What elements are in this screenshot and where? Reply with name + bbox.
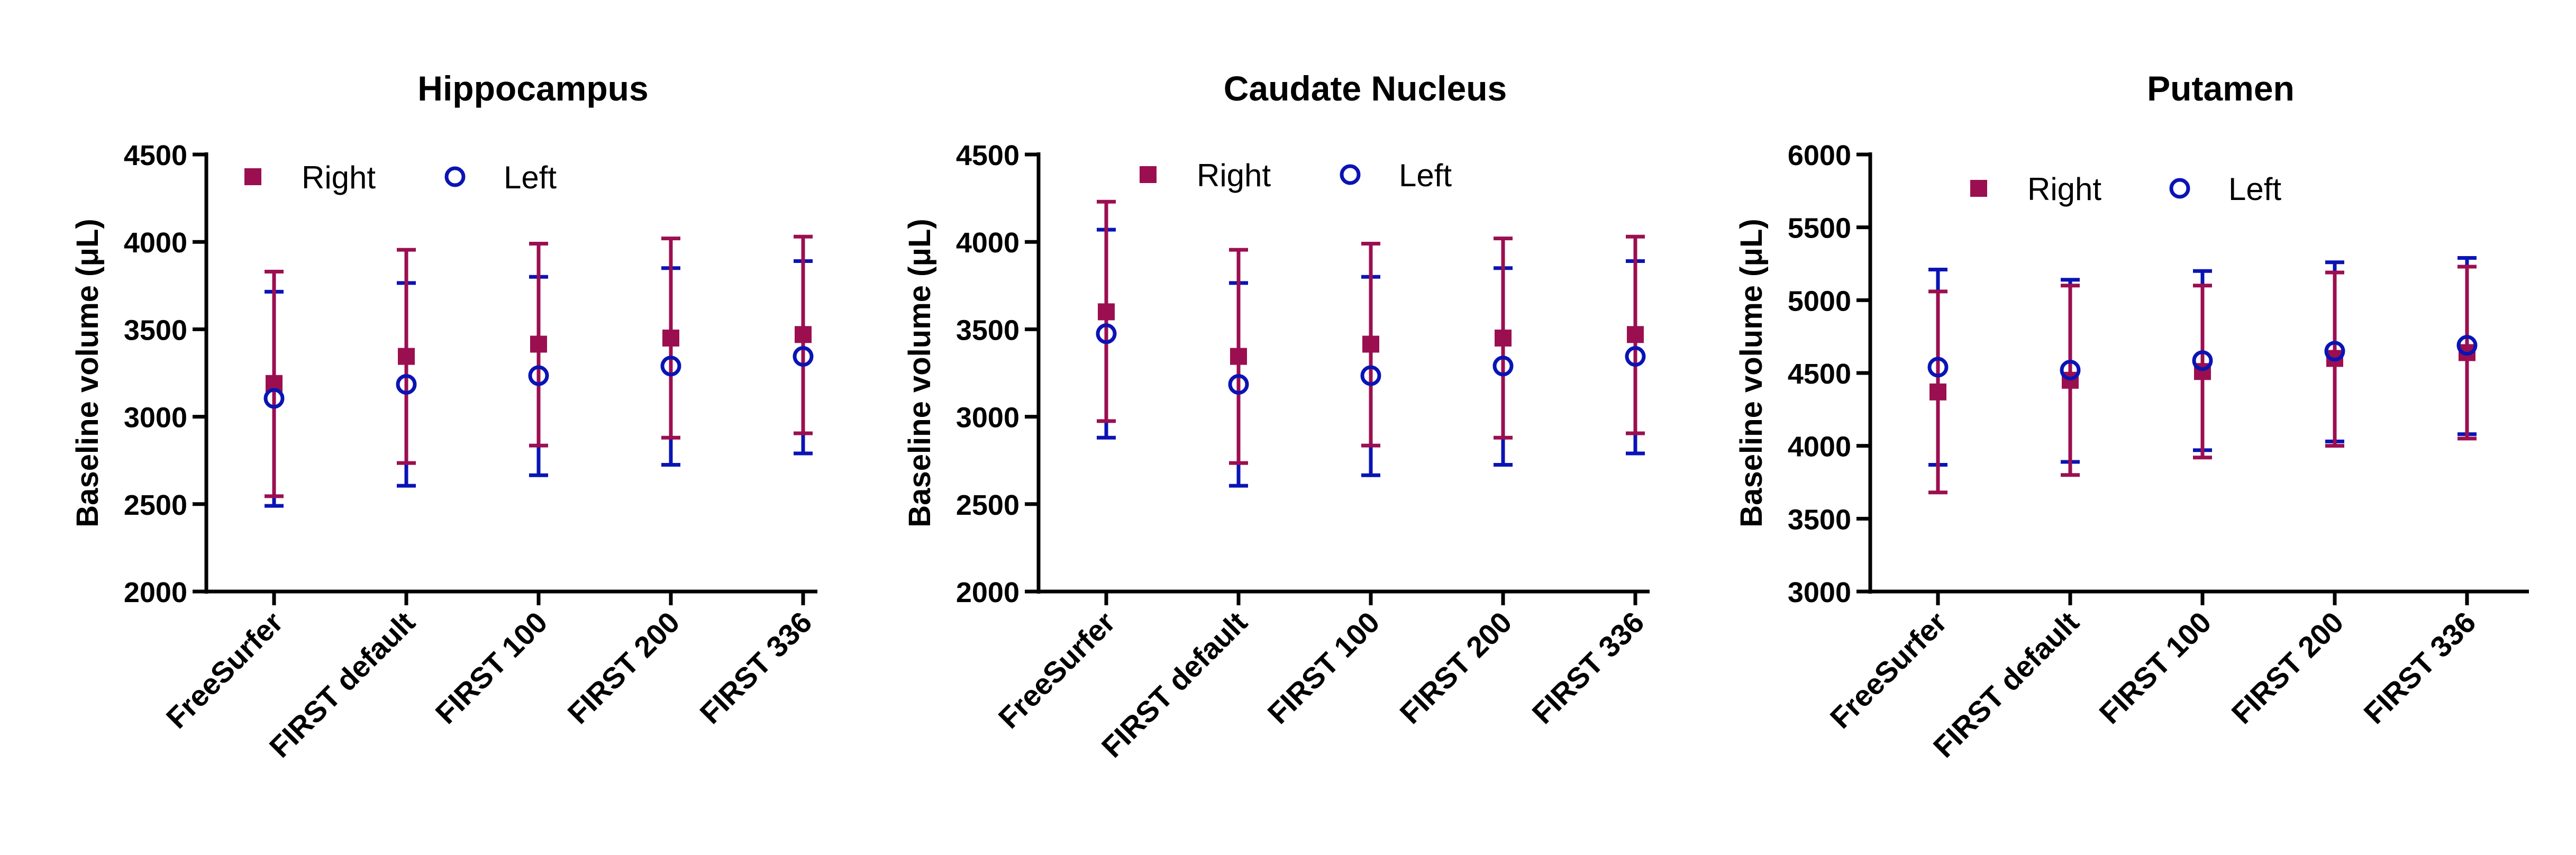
data-point-right <box>1929 383 1946 401</box>
y-tick-label: 5000 <box>1788 285 1851 317</box>
y-tick-label: 5500 <box>1788 213 1851 244</box>
x-tick-label: FreeSurfer <box>992 605 1122 735</box>
data-point-right <box>1627 326 1644 343</box>
data-point-left <box>2060 359 2081 380</box>
y-tick-label: 4500 <box>124 140 187 171</box>
y-tick-label: 2500 <box>956 489 1020 521</box>
chart-title: Putamen <box>2147 69 2295 108</box>
legend-marker-left <box>444 166 466 187</box>
chart-panel-1: Caudate Nucleus Baseline volume (μL) 2000 2… <box>903 69 1650 764</box>
x-tick-label: FIRST 100 <box>2092 605 2217 730</box>
data-point-left <box>2456 335 2478 356</box>
legend: Right Left <box>244 160 557 195</box>
data-point-left <box>1360 365 1381 386</box>
y-tick-label: 4000 <box>956 227 1020 259</box>
x-tick-label: FIRST 200 <box>2225 605 2350 730</box>
chart-title: Caudate Nucleus <box>1224 69 1507 108</box>
data-point-left <box>396 374 417 395</box>
legend-label-left: Left <box>2228 171 2281 207</box>
y-axis-label: Baseline volume (μL) <box>1734 219 1769 527</box>
x-tick-label: FIRST 336 <box>693 605 818 730</box>
data-point-left <box>660 356 681 377</box>
y-tick-label: 4500 <box>956 140 1020 171</box>
data-point-left <box>1625 346 1646 367</box>
chart-title: Hippocampus <box>417 69 648 108</box>
legend-label-right: Right <box>2027 171 2101 207</box>
legend-marker-left <box>2169 178 2190 199</box>
x-tick-label: FIRST 100 <box>1261 605 1386 730</box>
legend-label-left: Left <box>504 160 557 195</box>
data-point-right <box>530 335 547 353</box>
legend-marker-right <box>1140 166 1157 183</box>
data-point-right <box>1098 303 1115 321</box>
y-tick-label: 2000 <box>956 577 1020 608</box>
chart-panel-0: Hippocampus Baseline volume (μL) 2000 2500 3… <box>70 69 818 764</box>
data-point-right <box>1362 335 1379 353</box>
data-point-right <box>1230 348 1247 365</box>
data-point-right <box>662 329 679 347</box>
y-tick-label: 3000 <box>124 402 187 434</box>
data-point-right <box>398 348 415 365</box>
x-tick-label: FIRST 200 <box>561 605 686 730</box>
x-tick-label: FIRST 200 <box>1393 605 1518 730</box>
data-point-left <box>2192 350 2213 371</box>
data-point-left <box>263 388 285 409</box>
x-tick-label: FIRST 100 <box>429 605 553 730</box>
data-point-left <box>1492 356 1514 377</box>
y-tick-label: 3500 <box>124 314 187 346</box>
data-point-left <box>528 365 549 386</box>
legend-marker-right <box>244 168 261 185</box>
data-point-left <box>2324 341 2345 362</box>
y-tick-label: 2000 <box>124 577 187 608</box>
data-point-left <box>1927 357 1949 378</box>
legend-label-right: Right <box>1197 158 1271 193</box>
y-tick-label: 3000 <box>956 402 1020 434</box>
y-tick-label: 3500 <box>1788 504 1851 535</box>
x-tick-label: FreeSurfer <box>1824 605 1953 735</box>
legend-label-right: Right <box>302 160 376 195</box>
y-tick-label: 2500 <box>124 489 187 521</box>
y-axis-label: Baseline volume (μL) <box>903 219 937 527</box>
y-tick-label: 4000 <box>124 227 187 259</box>
y-tick-label: 6000 <box>1788 140 1851 171</box>
legend: Right Left <box>1970 171 2281 207</box>
x-tick-label: FreeSurfer <box>160 605 289 735</box>
y-tick-label: 4000 <box>1788 431 1851 463</box>
y-tick-label: 3500 <box>956 314 1020 346</box>
y-axis-label: Baseline volume (μL) <box>70 219 105 527</box>
y-tick-label: 4500 <box>1788 358 1851 390</box>
x-tick-label: FIRST 336 <box>2357 605 2482 730</box>
legend-label-left: Left <box>1399 158 1452 193</box>
data-point-right <box>1495 329 1512 347</box>
data-point-left <box>1096 323 1117 344</box>
legend-marker-left <box>1340 164 1361 185</box>
x-tick-label: FIRST 336 <box>1525 605 1650 730</box>
data-point-left <box>1228 374 1249 395</box>
y-tick-label: 3000 <box>1788 577 1851 608</box>
legend-marker-right <box>1970 180 1987 197</box>
legend: Right Left <box>1140 158 1452 193</box>
data-point-right <box>795 326 812 343</box>
chart-panel-2: Putamen Baseline volume (μL) 3000 3500 4000 4… <box>1734 69 2529 764</box>
data-point-left <box>793 346 814 367</box>
